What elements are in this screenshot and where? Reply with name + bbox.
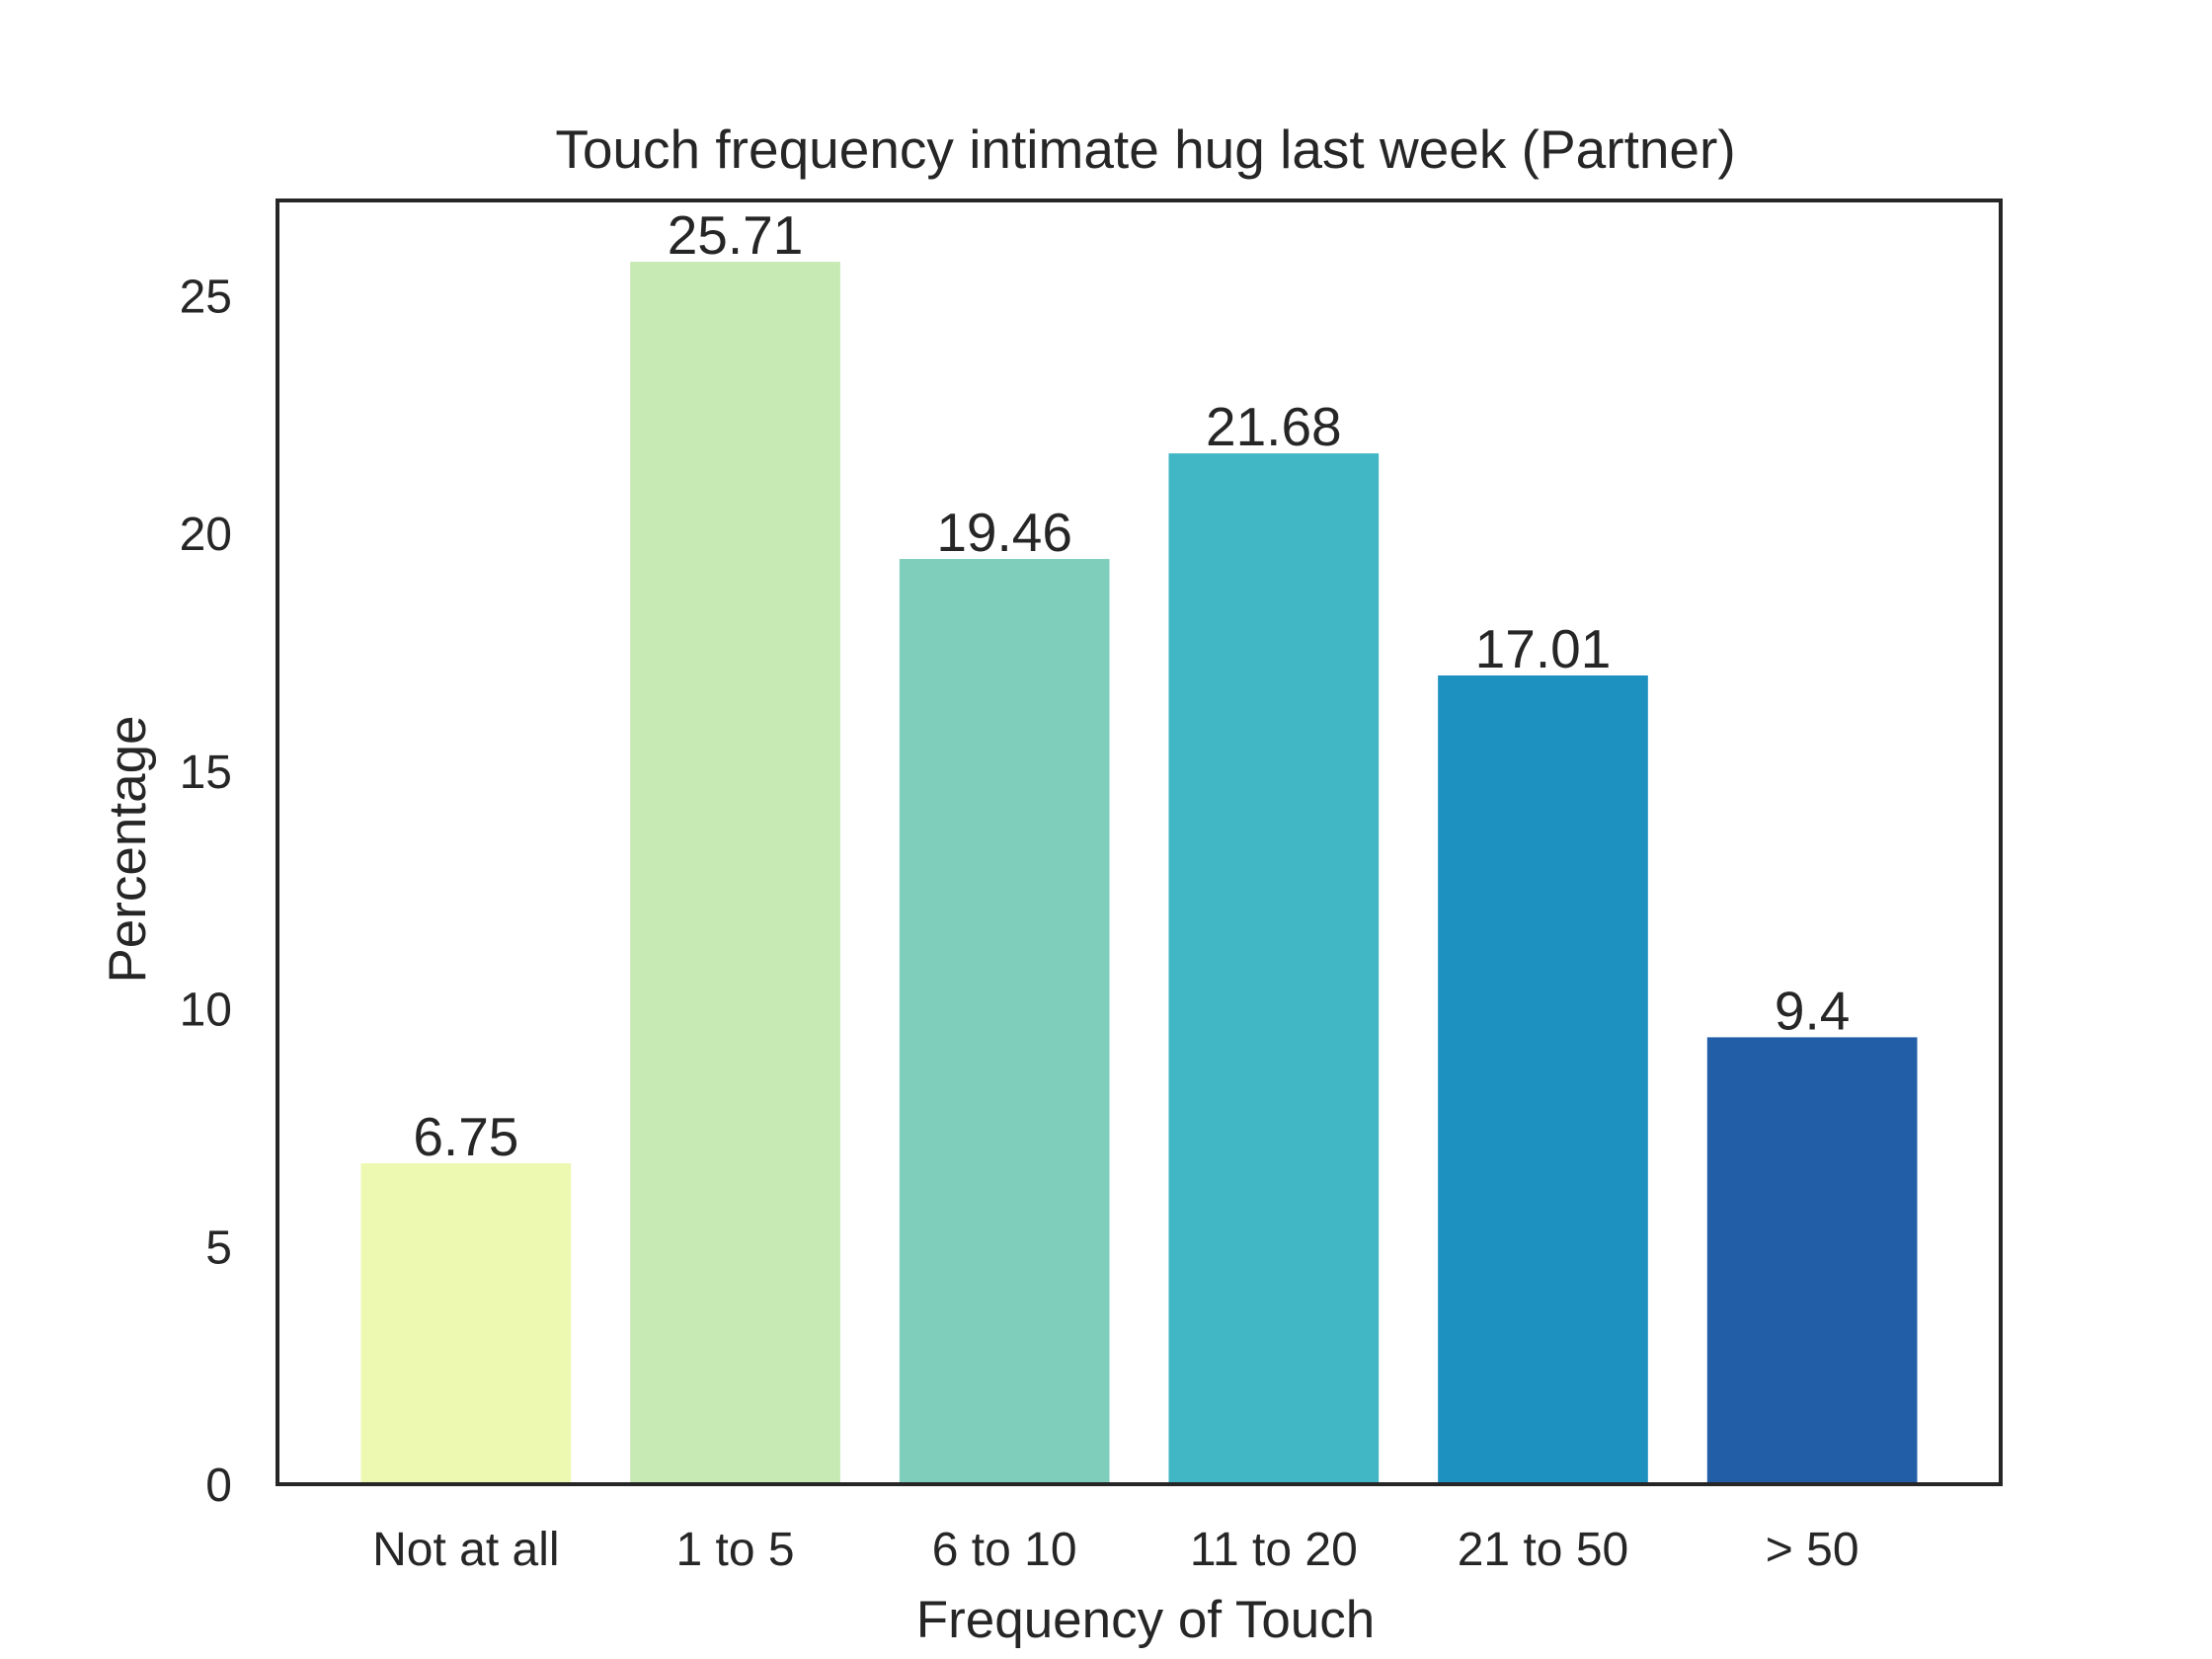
data-label-5: 9.4 — [1775, 980, 1850, 1041]
x-tick-label-5: > 50 — [1766, 1524, 1859, 1576]
x-tick-label-4: 21 to 50 — [1458, 1524, 1628, 1576]
x-axis-label: Frequency of Touch — [916, 1591, 1376, 1649]
plot-frame — [276, 198, 2003, 1486]
bar-3 — [1168, 453, 1380, 1484]
x-axis-ticks: Not at all 1 to 5 6 to 10 11 to 20 21 to 50 >… — [372, 1524, 1858, 1576]
bars-layer — [360, 262, 1918, 1485]
data-label-3: 21.68 — [1206, 396, 1342, 457]
y-axis-label: Percentage — [99, 715, 157, 983]
data-label-4: 17.01 — [1475, 618, 1612, 679]
bar-0 — [360, 1163, 572, 1484]
data-label-0: 6.75 — [413, 1106, 518, 1167]
bar-5 — [1706, 1037, 1918, 1484]
data-labels-layer: 6.75 25.71 19.46 21.68 17.01 9.4 — [413, 204, 1850, 1167]
bar-4 — [1438, 675, 1648, 1484]
x-tick-label-1: 1 to 5 — [675, 1524, 794, 1576]
y-tick-label-0: 0 — [205, 1460, 232, 1512]
y-tick-label-3: 15 — [180, 747, 232, 799]
x-tick-label-0: Not at all — [372, 1524, 559, 1576]
data-label-1: 25.71 — [668, 204, 804, 266]
bar-2 — [899, 559, 1110, 1484]
y-tick-label-2: 10 — [180, 985, 232, 1037]
x-tick-label-2: 6 to 10 — [932, 1524, 1077, 1576]
bar-1 — [630, 262, 840, 1485]
data-label-2: 19.46 — [936, 502, 1072, 563]
x-tick-label-3: 11 to 20 — [1190, 1524, 1358, 1576]
y-axis-ticks: 0 5 10 15 20 25 — [180, 271, 232, 1512]
y-tick-label-5: 25 — [180, 271, 232, 323]
y-tick-label-4: 20 — [180, 509, 232, 561]
chart-title: Touch frequency intimate hug last week (… — [555, 118, 1735, 180]
y-tick-label-1: 5 — [205, 1222, 232, 1274]
